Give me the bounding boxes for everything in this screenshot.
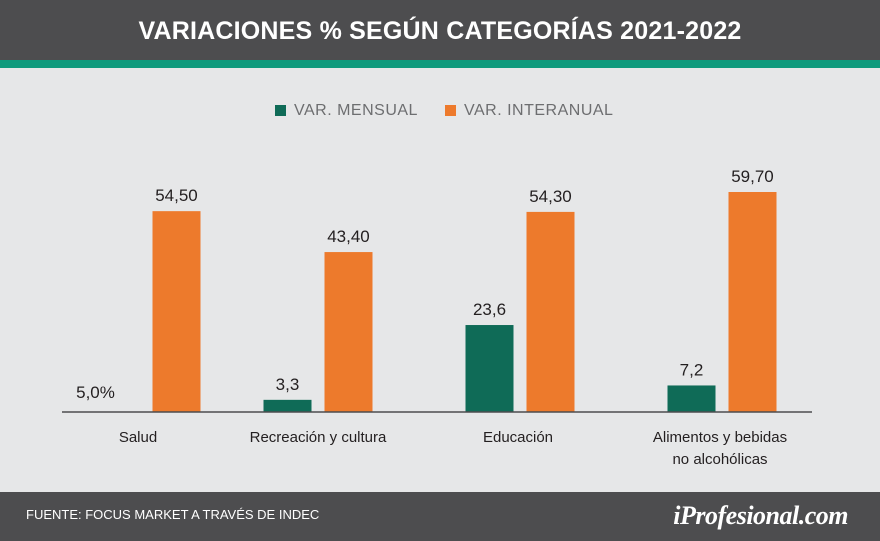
x-tick-label-line: no alcohólicas [672,451,767,468]
x-tick-label-line: Salud [119,429,157,446]
legend-swatch-mensual [275,105,286,116]
accent-stripe [0,60,880,68]
value-label-salud-mensual: 5,0% [76,383,115,402]
bar-recreacion-interanual [324,252,373,412]
value-label-alimentos-interanual: 59,70 [731,167,774,186]
bar-alimentos-interanual [728,192,777,412]
x-tick-label: Educación [483,429,553,446]
bar-recreacion-mensual [263,399,312,412]
x-tick-label: Recreación y cultura [250,429,387,446]
x-tick-label: Salud [119,429,157,446]
x-tick-label-line: Alimentos y bebidas [653,429,787,446]
value-label-educacion-interanual: 54,30 [529,187,572,206]
value-label-recreacion-interanual: 43,40 [327,227,370,246]
x-tick-label-line: Recreación y cultura [250,429,387,446]
bars: 5,0% 54,50 3,3 43,40 23,6 54,30 7,2 59,70 [76,167,777,412]
legend-label-interanual: VAR. INTERANUAL [464,102,613,119]
legend: VAR. MENSUAL VAR. INTERANUAL [275,102,613,119]
header-bar: VARIACIONES % SEGÚN CATEGORÍAS 2021-2022 [0,0,880,60]
bar-salud-interanual [152,211,201,412]
x-tick-label-line: Educación [483,429,553,446]
footer-bar: FUENTE: FOCUS MARKET A TRAVÉS DE INDEC i… [0,492,880,541]
value-label-educacion-mensual: 23,6 [473,300,506,319]
value-label-recreacion-mensual: 3,3 [276,375,300,394]
x-axis-labels: Salud Recreación y cultura Educación Alimen… [119,429,787,468]
value-label-salud-interanual: 54,50 [155,186,198,205]
bar-alimentos-mensual [667,385,716,412]
legend-label-mensual: VAR. MENSUAL [294,102,418,119]
x-tick-label: Alimentos y bebidas no alcohólicas [653,429,787,468]
legend-swatch-interanual [445,105,456,116]
brand-logo: iProfesional.com [673,501,848,530]
bar-educacion-interanual [526,211,575,412]
bar-educacion-mensual [465,325,514,412]
value-label-alimentos-mensual: 7,2 [680,360,704,379]
bar-chart: VAR. MENSUAL VAR. INTERANUAL 5,0% 54,50 3,3… [62,102,812,468]
chart-title: VARIACIONES % SEGÚN CATEGORÍAS 2021-2022 [138,17,742,45]
source-note: FUENTE: FOCUS MARKET A TRAVÉS DE INDEC [26,507,320,522]
